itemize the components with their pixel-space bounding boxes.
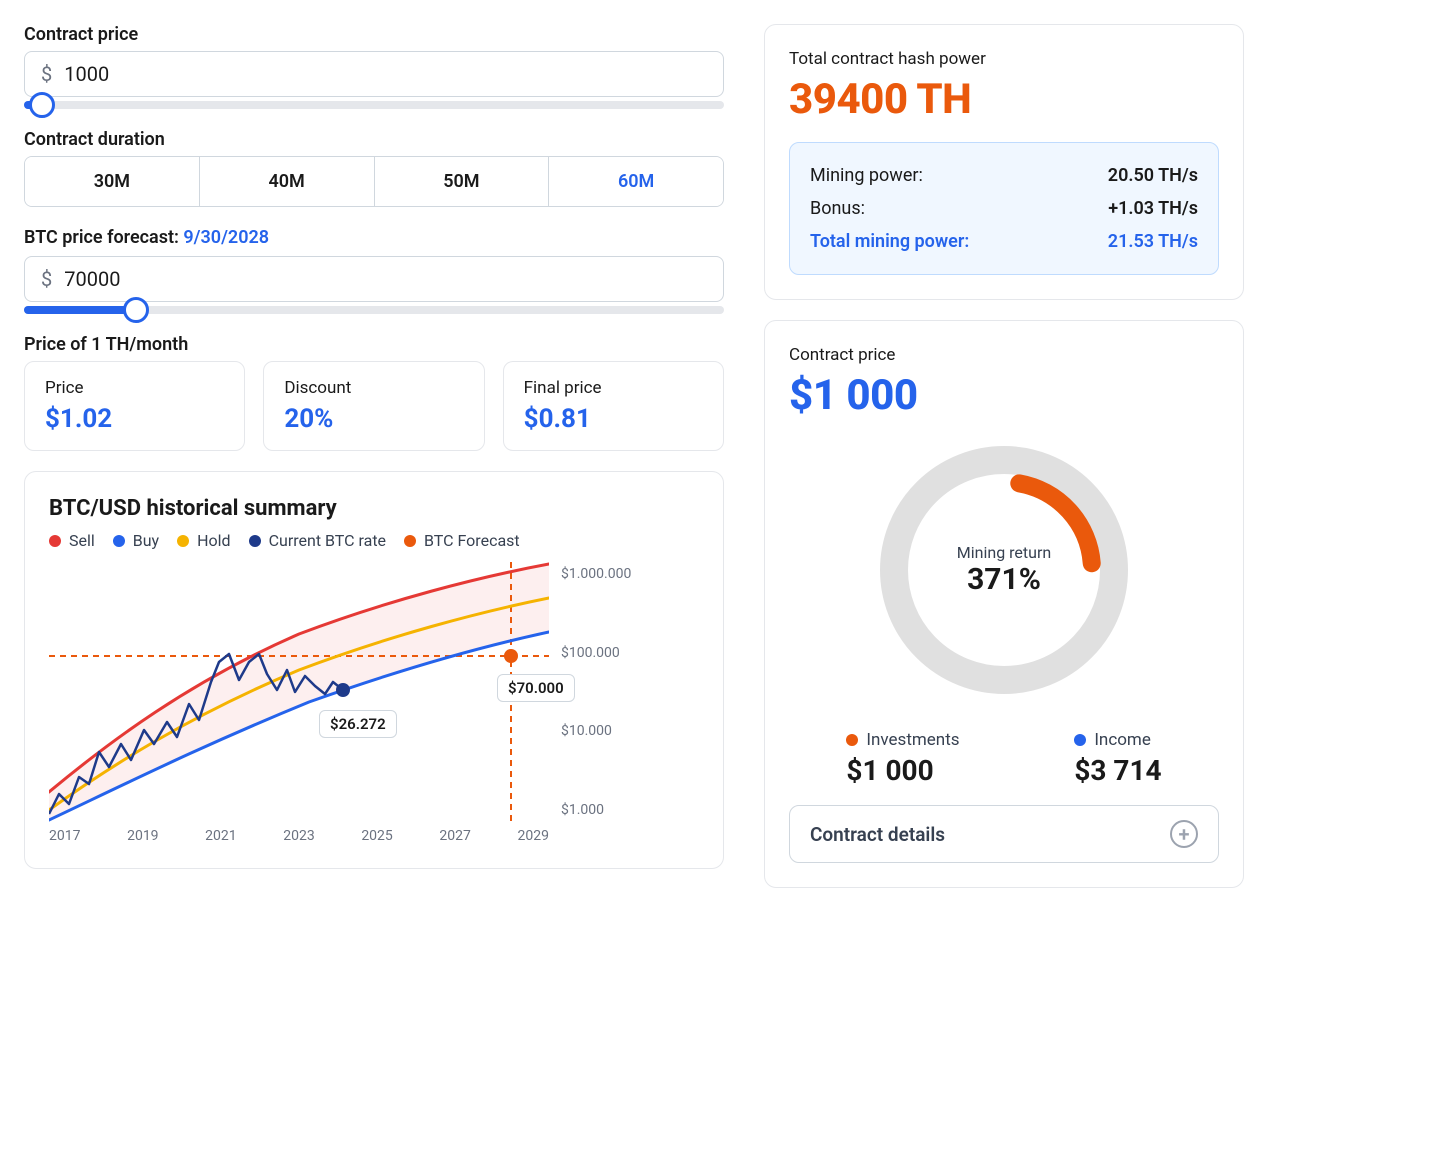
hash-power-value: 39400 TH [789,75,1219,124]
income-label: Income [1094,730,1151,750]
investments-value: $1 000 [846,754,959,787]
investments-dot-icon [846,734,858,746]
th-card-value: $0.81 [524,404,703,434]
contract-summary-card: Contract price $1 000 Mining return 371%… [764,320,1244,888]
forecast-input-wrap[interactable]: $ [24,256,724,302]
current-rate-badge: $26.272 [319,710,397,738]
chart-plot: $26.272$70.000 [49,562,549,822]
legend-dot-icon [177,535,189,547]
th-card-label: Price [45,378,224,398]
legend-item: Sell [49,531,95,550]
contract-details-label: Contract details [810,823,945,846]
legend-item: BTC Forecast [404,531,520,550]
contract-details-button[interactable]: Contract details + [789,805,1219,863]
slider-thumb[interactable] [123,297,149,323]
th-price-card: Final price $0.81 [503,361,724,451]
contract-price-slider[interactable] [24,101,724,109]
x-tick-label: 2019 [127,828,158,844]
legend-item: Current BTC rate [249,531,386,550]
legend-dot-icon [404,535,416,547]
donut-value: 371% [957,562,1051,597]
duration-option-40m[interactable]: 40M [200,157,375,206]
dollar-prefix: $ [41,267,52,291]
mining-power-box: Mining power:20.50 TH/sBonus:+1.03 TH/sT… [789,142,1219,275]
x-tick-label: 2017 [49,828,80,844]
forecast-rate-badge: $70.000 [497,674,575,702]
th-price-card: Price $1.02 [24,361,245,451]
mining-return-donut: Mining return 371% [789,430,1219,710]
hash-power-label: Total contract hash power [789,49,1219,69]
legend-dot-icon [49,535,61,547]
forecast-date: 9/30/2028 [183,227,269,248]
legend-item: Buy [113,531,159,550]
x-tick-label: 2021 [205,828,236,844]
forecast-label-prefix: BTC price forecast: [24,227,183,248]
th-card-value: $1.02 [45,404,224,434]
y-tick-label: $10.000 [561,723,689,739]
chart-x-axis: 2017 2019 2021 2023 2025 2027 2029 [49,828,549,844]
contract-price-section: Contract price $ [24,24,724,109]
x-tick-label: 2025 [361,828,392,844]
chart-legend: Sell Buy Hold Current BTC rate BTC Forecast [49,531,699,550]
mining-row: Total mining power:21.53 TH/s [810,225,1198,258]
th-price-section: Price of 1 TH/month Price $1.02 Discount 20… [24,334,724,451]
duration-segmented: 30M40M50M60M [24,156,724,207]
legend-dot-icon [249,535,261,547]
contract-price-label: Contract price [24,24,724,45]
y-tick-label: $1.000 [561,802,689,818]
investments-income-row: Investments $1 000 Income $3 714 [789,730,1219,787]
th-card-label: Discount [284,378,463,398]
donut-label: Mining return [957,543,1051,562]
investments-label: Investments [866,730,959,750]
hash-power-card: Total contract hash power 39400 TH Minin… [764,24,1244,300]
y-tick-label: $100.000 [561,645,689,661]
btc-chart-card: BTC/USD historical summary Sell Buy Hold Cu… [24,471,724,869]
th-price-label: Price of 1 TH/month [24,334,724,355]
forecast-slider[interactable] [24,306,724,314]
income-value: $3 714 [1074,754,1161,787]
th-price-card: Discount 20% [263,361,484,451]
y-tick-label: $1.000.000 [561,566,689,582]
duration-option-60m[interactable]: 60M [549,157,723,206]
duration-option-30m[interactable]: 30M [25,157,200,206]
legend-item: Hold [177,531,230,550]
contract-duration-section: Contract duration 30M40M50M60M [24,129,724,207]
mining-row: Mining power:20.50 TH/s [810,159,1198,192]
x-tick-label: 2029 [517,828,548,844]
income-dot-icon [1074,734,1086,746]
contract-price-input-wrap[interactable]: $ [24,51,724,97]
dollar-prefix: $ [41,62,52,86]
forecast-label: BTC price forecast: 9/30/2028 [24,227,724,248]
slider-thumb[interactable] [29,92,55,118]
contract-price-value-right: $1 000 [789,371,1219,420]
chart-title: BTC/USD historical summary [49,496,699,521]
contract-price-label-right: Contract price [789,345,1219,365]
plus-icon: + [1170,820,1198,848]
btc-forecast-section: BTC price forecast: 9/30/2028 $ [24,227,724,314]
contract-duration-label: Contract duration [24,129,724,150]
legend-dot-icon [113,535,125,547]
th-card-label: Final price [524,378,703,398]
x-tick-label: 2023 [283,828,314,844]
x-tick-label: 2027 [439,828,470,844]
mining-row: Bonus:+1.03 TH/s [810,192,1198,225]
duration-option-50m[interactable]: 50M [375,157,550,206]
forecast-input[interactable] [64,267,707,291]
contract-price-input[interactable] [64,62,707,86]
th-card-value: 20% [284,404,463,434]
